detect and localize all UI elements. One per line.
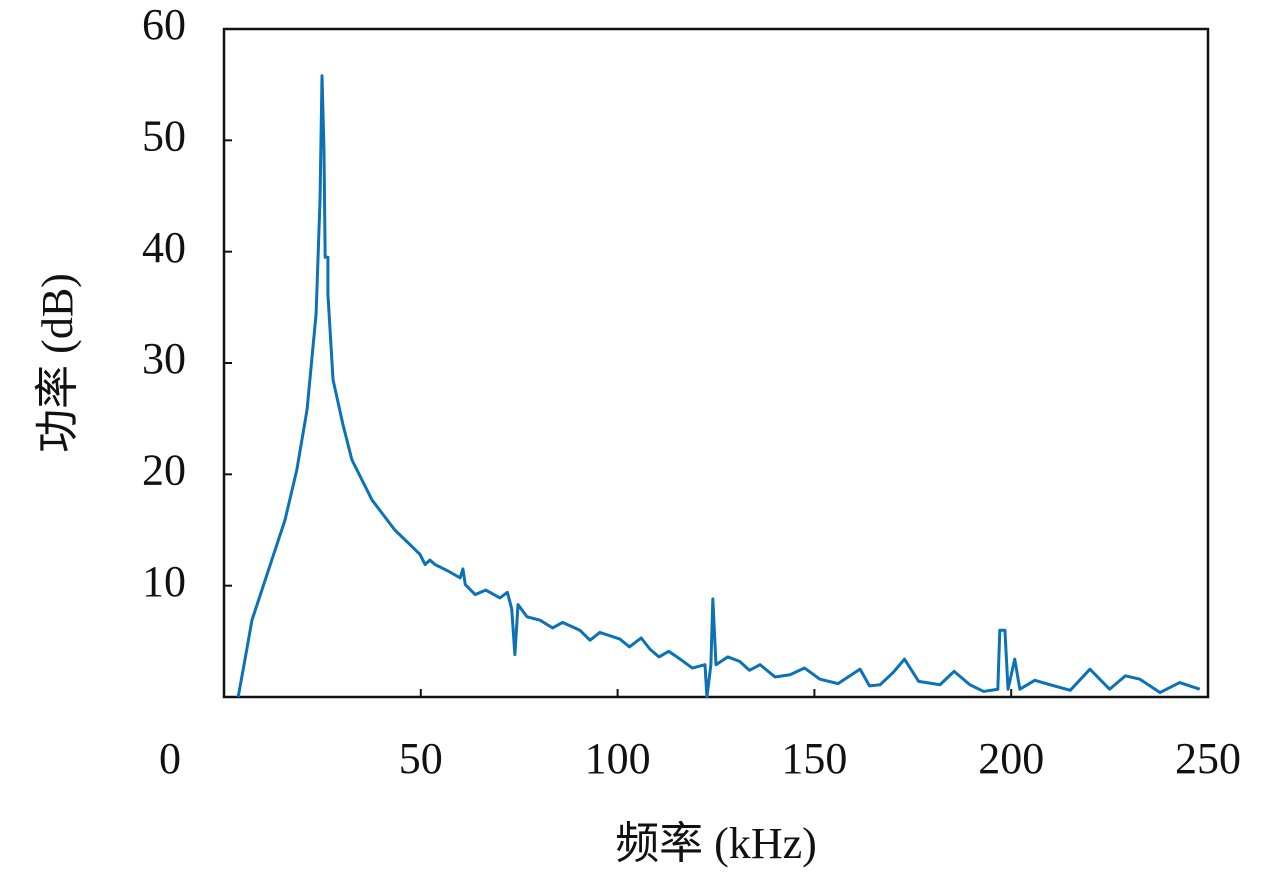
y-axis-label: 功率 (dB) — [33, 273, 82, 453]
x-tick-label: 0 — [159, 734, 181, 783]
y-tick-label: 40 — [142, 223, 186, 272]
x-tick-label: 200 — [978, 734, 1044, 783]
x-tick-label: 100 — [585, 734, 651, 783]
data-line — [236, 74, 1201, 699]
y-tick-label: 10 — [142, 557, 186, 606]
plot-frame — [222, 27, 1210, 699]
x-tick-label: 50 — [399, 734, 443, 783]
x-tick-label: 250 — [1175, 734, 1241, 783]
y-tick-label: 20 — [142, 445, 186, 494]
y-tick-label: 30 — [142, 334, 186, 383]
y-tick-label: 50 — [142, 111, 186, 160]
x-tick-label: 150 — [781, 734, 847, 783]
x-axis-label: 频率 (kHz) — [615, 819, 817, 868]
y-tick-label: 60 — [142, 0, 186, 49]
